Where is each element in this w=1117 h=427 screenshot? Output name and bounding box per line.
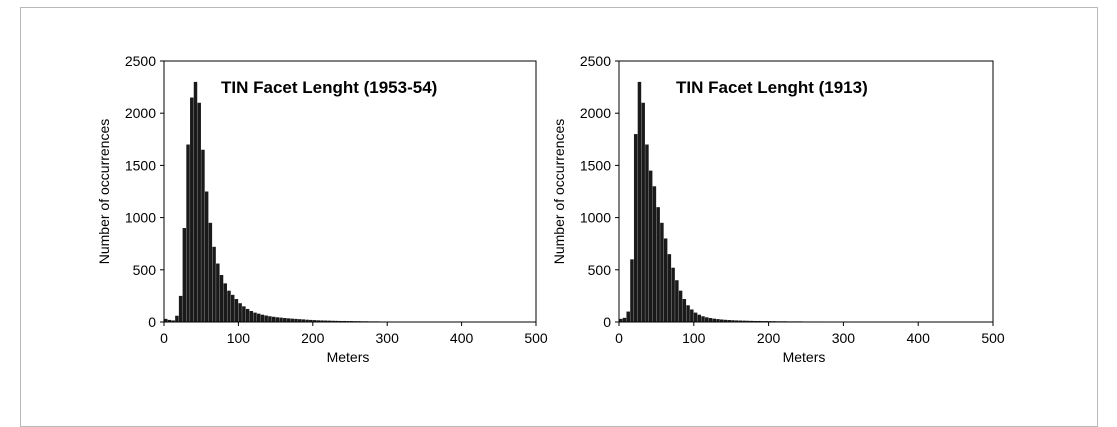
- chart-1-bar: [227, 291, 230, 322]
- chart-1-bar: [220, 275, 223, 322]
- chart-2-y-tick-label: 500: [588, 262, 612, 278]
- chart-1-bar: [175, 316, 178, 322]
- chart-2-bar: [638, 82, 641, 322]
- chart-2-bar: [656, 207, 659, 322]
- chart-2-x-tick-label: 100: [682, 330, 706, 346]
- chart-1-bar: [186, 145, 189, 322]
- chart-1-bar: [287, 318, 290, 322]
- chart-1-bar: [190, 98, 193, 322]
- chart-1-x-tick-label: 200: [301, 330, 325, 346]
- chart-2-bar: [653, 186, 656, 322]
- chart-2-bar: [623, 318, 626, 322]
- chart-2-bar: [630, 259, 633, 322]
- chart-1-y-tick-label: 2000: [125, 105, 156, 121]
- chart-2-y-tick-label: 2500: [580, 53, 611, 69]
- chart-1-bar: [235, 299, 238, 322]
- chart-1-title: TIN Facet Lenght (1953-54): [221, 78, 437, 97]
- chart-1-x-axis-label: Meters: [327, 349, 370, 365]
- chart-1-x-tick-label: 300: [376, 330, 400, 346]
- chart-2-x-tick-label: 500: [981, 330, 1005, 346]
- chart-2-bar: [705, 317, 708, 322]
- chart-2-bar: [698, 315, 701, 322]
- chart-1-bar: [242, 306, 245, 322]
- chart-2-y-tick-label: 1000: [580, 210, 611, 226]
- chart-1-y-axis-label: Number of occurrences: [96, 119, 112, 265]
- chart-2-bar: [668, 254, 671, 322]
- chart-2-bar: [686, 305, 689, 322]
- chart-2-x-tick-label: 300: [832, 330, 856, 346]
- chart-2-bar: [626, 312, 629, 322]
- chart-1-bar: [261, 315, 264, 322]
- chart-2-bar: [660, 223, 663, 322]
- chart-2-y-axis-label: Number of occurrences: [551, 119, 567, 265]
- chart-1-bar: [264, 316, 267, 322]
- chart-2-bar: [671, 268, 674, 322]
- chart-2-y-tick-label: 2000: [580, 105, 611, 121]
- chart-1-bar: [205, 192, 208, 323]
- chart-1-bar: [257, 314, 260, 322]
- chart-1-bar: [272, 317, 275, 322]
- chart-1-bar: [179, 296, 182, 322]
- chart-1-bar: [201, 150, 204, 322]
- chart-1-y-tick-label: 500: [133, 262, 157, 278]
- chart-1-y-tick-label: 1500: [125, 157, 156, 173]
- chart-1-bar: [276, 317, 279, 322]
- chart-1-x-tick-label: 500: [524, 330, 548, 346]
- chart-1-y-tick-label: 1000: [125, 210, 156, 226]
- chart-2-bar: [634, 134, 637, 322]
- chart-1-bar: [197, 103, 200, 322]
- chart-2-bar: [675, 280, 678, 322]
- chart-1-bar: [194, 82, 197, 322]
- chart-1-bar: [253, 313, 256, 322]
- chart-2-y-tick-label: 0: [603, 314, 611, 330]
- chart-2-bar: [701, 316, 704, 322]
- chart-2-bar: [690, 309, 693, 322]
- chart-1-x-tick-label: 100: [227, 330, 251, 346]
- chart-1-bar: [231, 295, 234, 322]
- chart-2-x-tick-label: 200: [757, 330, 781, 346]
- chart-2-bar: [709, 318, 712, 322]
- chart-1-bar: [183, 228, 186, 322]
- chart-2-bar: [641, 103, 644, 322]
- chart-2-bar: [664, 238, 667, 322]
- chart-1-bar: [212, 247, 215, 322]
- chart-2-bar: [679, 291, 682, 322]
- chart-1-bar: [250, 311, 253, 322]
- chart-1-y-tick-label: 2500: [125, 53, 156, 69]
- chart-2-bar: [694, 313, 697, 322]
- chart-1-bar: [290, 319, 293, 322]
- chart-2-title: TIN Facet Lenght (1913): [676, 78, 868, 97]
- chart-1-bar: [216, 264, 219, 322]
- chart-2-bar: [649, 171, 652, 322]
- chart-1-y-tick-label: 0: [148, 314, 156, 330]
- chart-1-bar: [246, 309, 249, 322]
- chart-2-bar: [683, 299, 686, 322]
- chart-2-x-tick-label: 0: [615, 330, 623, 346]
- chart-1-bar: [268, 316, 271, 322]
- chart-1-x-tick-label: 400: [450, 330, 474, 346]
- chart-2-y-tick-label: 1500: [580, 157, 611, 173]
- chart-1-bar: [279, 318, 282, 322]
- chart-2-bar: [645, 145, 648, 322]
- chart-1-bar: [238, 303, 241, 322]
- chart-2-bar: [713, 319, 716, 322]
- chart-1-bar: [224, 283, 227, 322]
- chart-1-bar: [283, 318, 286, 322]
- chart-1-bar: [209, 223, 212, 322]
- chart-2-x-tick-label: 400: [907, 330, 931, 346]
- chart-2-x-axis-label: Meters: [783, 349, 826, 365]
- chart-1-x-tick-label: 0: [160, 330, 168, 346]
